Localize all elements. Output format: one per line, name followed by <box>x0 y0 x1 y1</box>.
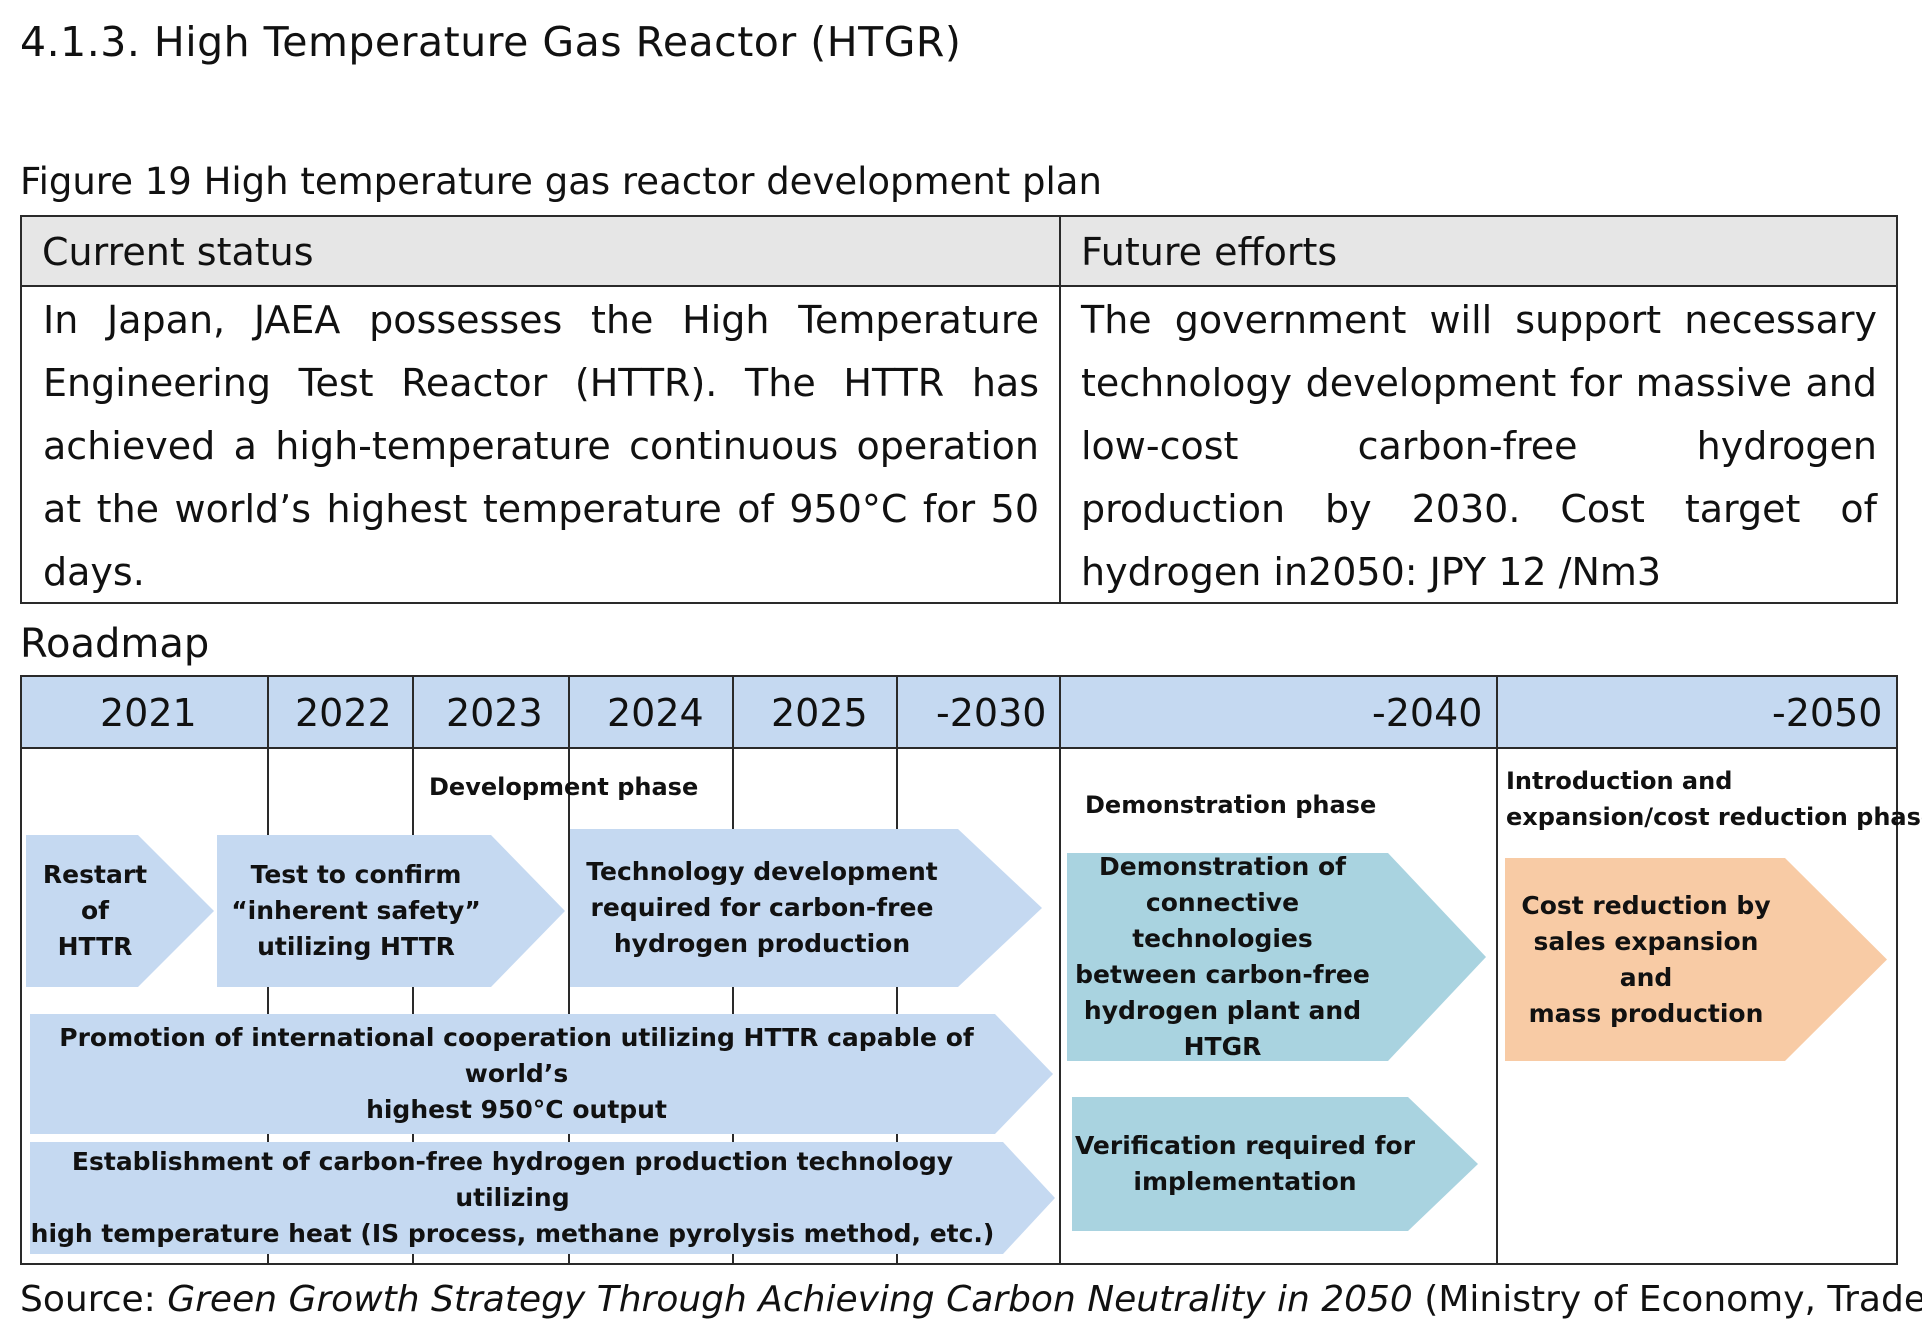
year-2024: 2024 <box>607 691 704 735</box>
technology-development-arrow: Technology development required for carb… <box>570 829 1042 987</box>
year-band: 2021 2022 2023 2024 2025 -2030 -2040 -20… <box>22 677 1896 749</box>
demonstration-phase-label: Demonstration phase <box>1085 791 1377 819</box>
year-2022: 2022 <box>295 691 392 735</box>
inherent-safety-test-arrow: Test to confirm “inherent safety” utiliz… <box>217 835 565 987</box>
year-2021: 2021 <box>100 691 197 735</box>
section-heading: 4.1.3. High Temperature Gas Reactor (HTG… <box>20 18 962 66</box>
source-title: Green Growth Strategy Through Achieving … <box>167 1279 1413 1320</box>
restart-httr-arrow: Restart of HTTR <box>26 835 214 987</box>
figure-caption: Figure 19 High temperature gas reactor d… <box>20 160 1102 203</box>
column-divider <box>568 677 570 1263</box>
table-divider <box>1059 217 1061 602</box>
status-table: Current status Future efforts In Japan, … <box>20 215 1898 604</box>
future-efforts-text: The government will support necessary te… <box>1081 298 1877 594</box>
international-cooperation-arrow: Promotion of international cooperation u… <box>30 1014 1053 1134</box>
year-2025: 2025 <box>771 691 868 735</box>
verification-implementation-arrow: Verification required for implementation <box>1072 1097 1478 1231</box>
future-efforts-header: Future efforts <box>1061 217 1896 287</box>
current-status-text: In Japan, JAEA possesses the High Temper… <box>43 298 1039 594</box>
year-2040: -2040 <box>1372 691 1483 735</box>
introduction-phase-label: Introduction and expansion/cost reductio… <box>1506 767 1922 831</box>
source-prefix: Source: <box>20 1279 168 1320</box>
column-divider <box>1059 677 1061 1263</box>
current-status-header: Current status <box>22 217 1059 287</box>
year-2030: -2030 <box>936 691 1047 735</box>
cost-reduction-arrow: Cost reduction by sales expansion and ma… <box>1505 858 1887 1061</box>
column-divider <box>1496 677 1498 1263</box>
source-suffix: (Ministry of Economy, Trade and <box>1424 1279 1922 1320</box>
source-citation: Source: Green Growth Strategy Through Ac… <box>20 1279 1922 1320</box>
roadmap: 2021 2022 2023 2024 2025 -2030 -2040 -20… <box>20 675 1922 1265</box>
year-2050: -2050 <box>1772 691 1883 735</box>
demonstration-connective-technologies-arrow: Demonstration of connective technologies… <box>1067 853 1486 1061</box>
development-phase-label: Development phase <box>429 773 699 801</box>
hydrogen-technology-establishment-arrow: Establishment of carbon-free hydrogen pr… <box>30 1142 1055 1254</box>
year-2023: 2023 <box>446 691 543 735</box>
roadmap-label: Roadmap <box>20 621 210 667</box>
